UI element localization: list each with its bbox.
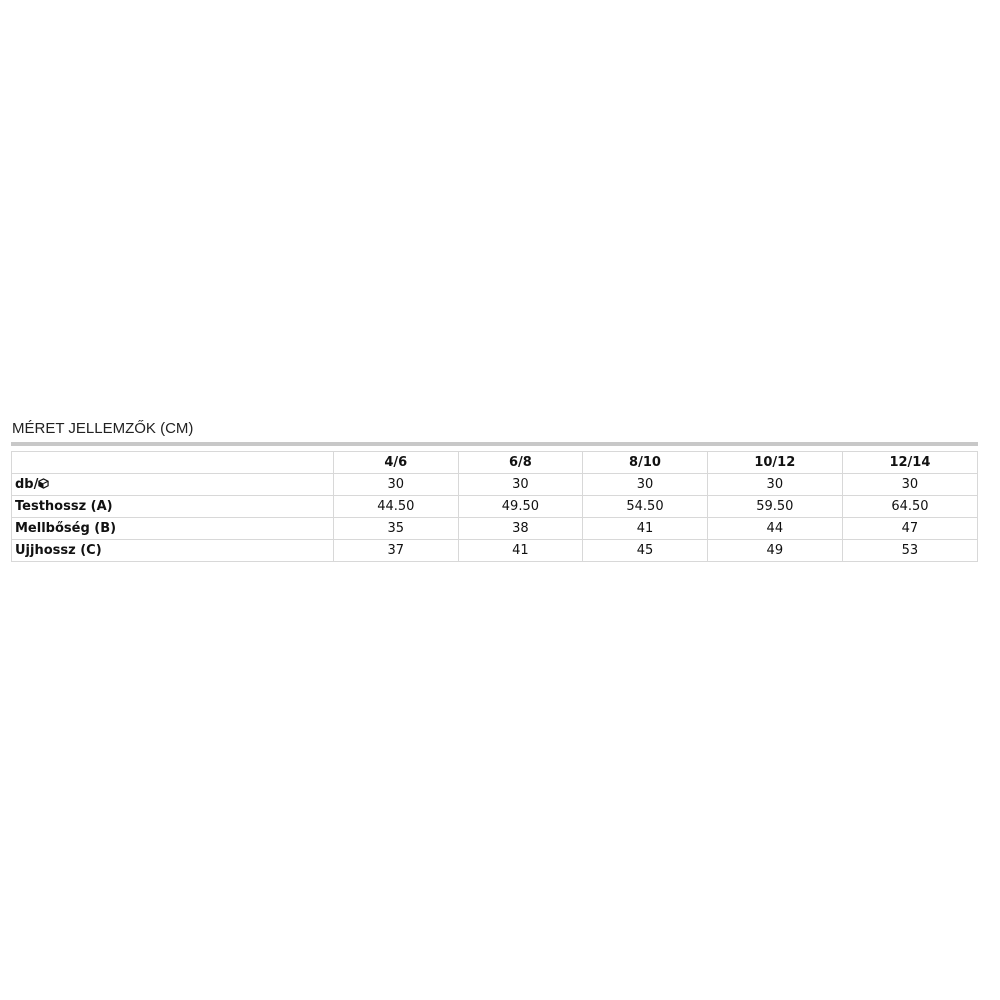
row-label: Ujjhossz (C): [11, 539, 334, 562]
column-header: 10/12: [706, 451, 843, 474]
cell-value: 47: [841, 517, 979, 540]
cell-value: 35: [333, 517, 459, 540]
cell-value: 49: [706, 539, 843, 562]
cell-value: 45: [582, 539, 708, 562]
cell-value: 30: [333, 473, 459, 496]
cell-value: 44.50: [333, 495, 459, 518]
cell-value: 41: [582, 517, 708, 540]
column-header: 12/14: [841, 451, 979, 474]
cell-value: 64.50: [841, 495, 979, 518]
cell-value: 30: [457, 473, 584, 496]
section-title: MÉRET JELLEMZŐK (CM): [12, 420, 194, 437]
column-header: [11, 451, 334, 474]
cell-value: 38: [457, 517, 584, 540]
row-label: Testhossz (A): [11, 495, 334, 518]
row-label: db/: [11, 473, 334, 496]
table-header-row: 4/6 6/8 8/10 10/12 12/14: [11, 451, 979, 474]
row-label-text: Mellbőség (B): [15, 521, 117, 536]
box-icon: [38, 478, 50, 489]
row-label: Mellbőség (B): [11, 517, 334, 540]
cell-value: 53: [841, 539, 979, 562]
column-header: 4/6: [333, 451, 459, 474]
cell-value: 44: [706, 517, 843, 540]
column-header: 6/8: [457, 451, 584, 474]
cell-value: 30: [706, 473, 843, 496]
cell-value: 30: [841, 473, 979, 496]
size-table: 4/6 6/8 8/10 10/12 12/14 db/30 30 30 30 30 Testho…: [11, 451, 979, 562]
row-label-text: Testhossz (A): [15, 499, 113, 514]
divider: [11, 442, 978, 446]
cell-value: 59.50: [706, 495, 843, 518]
cell-value: 30: [582, 473, 708, 496]
column-header: 8/10: [582, 451, 708, 474]
cell-value: 54.50: [582, 495, 708, 518]
table-row: db/30 30 30 30 30: [11, 473, 979, 496]
row-label-text: db/: [15, 477, 39, 492]
cell-value: 41: [457, 539, 584, 562]
table-row: Mellbőség (B) 35 38 41 44 47: [11, 517, 979, 540]
cell-value: 37: [333, 539, 459, 562]
table-row: Testhossz (A) 44.50 49.50 54.50 59.50 64.50: [11, 495, 979, 518]
table-row: Ujjhossz (C) 37 41 45 49 53: [11, 539, 979, 562]
row-label-text: Ujjhossz (C): [15, 543, 102, 558]
cell-value: 49.50: [457, 495, 584, 518]
